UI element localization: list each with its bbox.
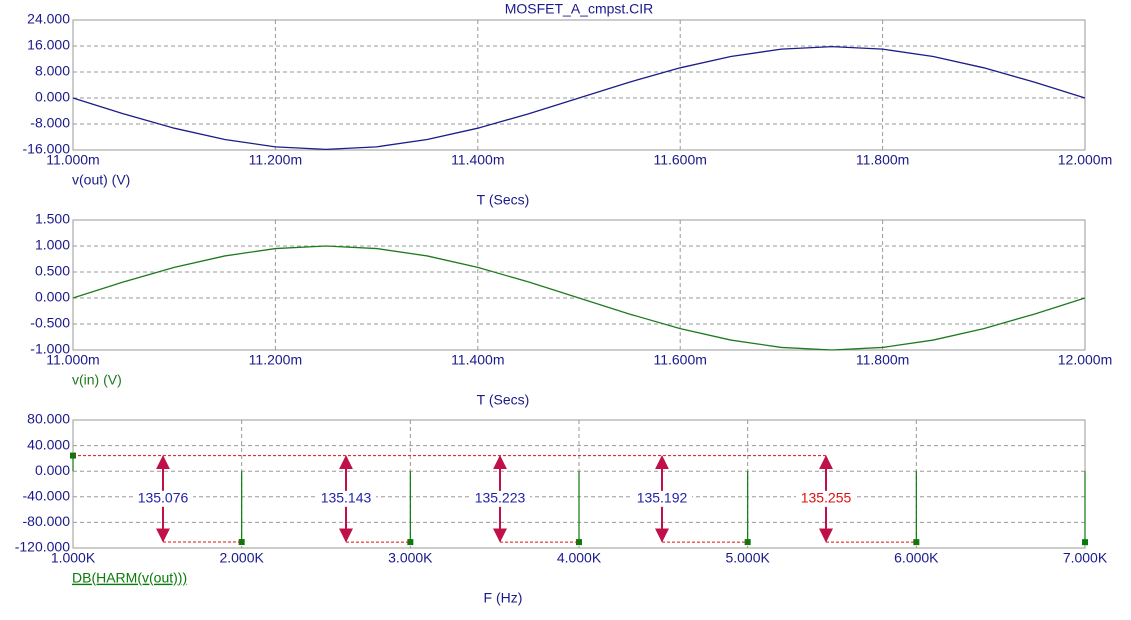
chart-title: MOSFET_A_cmpst.CIR <box>505 1 654 17</box>
x-tick-label: 11.200m <box>249 352 302 368</box>
plot-frame <box>72 19 1086 151</box>
legend-entry: v(out) (V) <box>72 172 130 188</box>
y-tick-label: -0.500 <box>30 315 70 331</box>
x-axis-label: T (Secs) <box>477 392 530 408</box>
x-tick-label: 11.200m <box>249 152 302 168</box>
x-tick-label: 7.000K <box>1063 550 1108 566</box>
annotation-label: 135.143 <box>321 490 372 506</box>
y-tick-label: 24.000 <box>27 11 70 27</box>
annotation-bg <box>796 490 856 507</box>
annotation-label: 135.076 <box>138 490 189 506</box>
x-tick-label: 11.000m <box>46 152 99 168</box>
x-tick-label: 11.800m <box>856 352 909 368</box>
stem-marker <box>1082 539 1088 546</box>
annotation-bg <box>133 490 193 507</box>
y-tick-label: -1.000 <box>30 341 70 357</box>
x-tick-label: 11.400m <box>451 352 504 368</box>
y-tick-label: -40.000 <box>23 488 71 504</box>
x-tick-label: 6.000K <box>894 550 939 566</box>
x-tick-label: 11.600m <box>653 352 706 368</box>
y-tick-label: 0.000 <box>35 89 70 105</box>
y-tick-label: -120.000 <box>15 539 70 555</box>
x-axis-label: F (Hz) <box>484 590 523 606</box>
annotation-label: 135.255 <box>801 490 852 506</box>
legend-entry: DB(HARM(v(out))) <box>72 570 187 586</box>
plot-frame <box>72 219 1086 351</box>
y-tick-label: 80.000 <box>27 411 70 427</box>
y-tick-label: -16.000 <box>23 141 71 157</box>
x-tick-label: 12.000m <box>1058 352 1112 368</box>
annotation-bg <box>470 490 530 507</box>
stem-marker <box>576 539 582 546</box>
x-tick-label: 12.000m <box>1058 152 1112 168</box>
y-tick-label: 40.000 <box>27 436 70 452</box>
x-tick-label: 3.000K <box>388 550 433 566</box>
annotation-label: 135.223 <box>475 490 526 506</box>
x-tick-label: 11.800m <box>856 152 909 168</box>
annotation-bg <box>632 490 692 507</box>
x-tick-label: 11.400m <box>451 152 504 168</box>
legend-entry: v(in) (V) <box>72 372 122 388</box>
x-tick-label: 1.000K <box>51 550 96 566</box>
x-tick-label: 11.000m <box>46 352 99 368</box>
stem-marker <box>407 539 414 546</box>
x-axis-label: T (Secs) <box>477 192 530 208</box>
y-tick-label: 16.000 <box>27 37 70 53</box>
y-tick-label: 0.500 <box>35 263 70 279</box>
series-line <box>72 45 1086 151</box>
y-tick-label: 0.000 <box>35 462 70 478</box>
y-tick-label: -80.000 <box>23 513 71 529</box>
x-tick-label: 5.000K <box>725 550 770 566</box>
x-tick-label: 4.000K <box>557 550 602 566</box>
y-tick-label: 1.500 <box>35 211 70 227</box>
y-tick-label: 8.000 <box>35 63 70 79</box>
x-tick-label: 2.000K <box>219 550 264 566</box>
series-line <box>72 245 1086 351</box>
annotation-bg <box>316 490 376 507</box>
annotation-label: 135.192 <box>637 490 688 506</box>
y-tick-label: 1.000 <box>35 237 70 253</box>
x-tick-label: 11.600m <box>653 152 706 168</box>
y-tick-label: -8.000 <box>30 115 70 131</box>
stem-marker <box>238 539 245 546</box>
y-tick-label: 0.000 <box>35 289 70 305</box>
